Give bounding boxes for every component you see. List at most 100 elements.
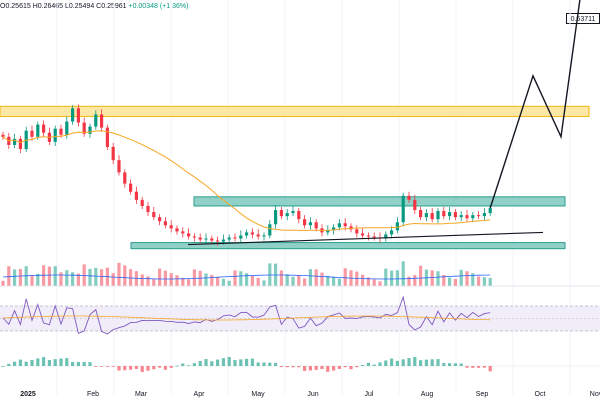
volume-bar xyxy=(146,276,150,286)
macd-bar xyxy=(395,360,399,366)
macd-bar xyxy=(105,366,109,367)
candle-body xyxy=(76,108,80,123)
macd-bar xyxy=(59,358,63,366)
macd-bar xyxy=(337,366,341,369)
candle-body xyxy=(465,215,469,219)
macd-bar xyxy=(13,361,17,366)
ohlc-high: H0.26465 xyxy=(32,3,64,10)
macd-bar xyxy=(30,359,34,366)
volume-ma-line xyxy=(2,274,491,280)
macd-bar xyxy=(256,362,260,366)
candle-body xyxy=(216,240,220,242)
volume-bar xyxy=(419,265,423,286)
macd-bar xyxy=(343,366,347,368)
volume-bar xyxy=(187,279,191,286)
volume-bar xyxy=(65,270,69,286)
candle-body xyxy=(332,227,336,231)
volume-bar xyxy=(332,277,336,286)
candle-body xyxy=(482,213,486,217)
candle-body xyxy=(390,230,394,235)
volume-bar xyxy=(442,275,446,286)
macd-bar xyxy=(448,363,452,366)
ohlc-open: O0.25615 xyxy=(0,3,31,10)
candle-body xyxy=(18,138,22,150)
macd-bar xyxy=(187,365,191,367)
volume-bar xyxy=(459,269,463,286)
candle-body xyxy=(453,212,457,218)
ohlc-change: +0.00348 (+1.36%) xyxy=(128,3,189,10)
macd-bar xyxy=(221,358,225,366)
volume-bar xyxy=(71,272,75,286)
macd-bar xyxy=(7,363,11,366)
macd-bar xyxy=(94,366,98,367)
macd-bar xyxy=(250,358,254,366)
macd-bar xyxy=(482,366,486,368)
macd-bar xyxy=(442,363,446,366)
candle-body xyxy=(1,134,5,137)
rsi-ma-line xyxy=(2,315,491,321)
volume-bar xyxy=(204,273,208,286)
macd-bar xyxy=(297,366,301,368)
x-tick-label: Nov xyxy=(590,391,600,398)
volume-bar xyxy=(413,275,417,286)
candle-body xyxy=(250,232,254,235)
volume-bar xyxy=(227,280,231,286)
candle-body xyxy=(442,211,446,217)
volume-bar xyxy=(390,270,394,286)
volume-bar xyxy=(372,279,376,286)
candle-body xyxy=(100,114,104,128)
candle-body xyxy=(419,210,423,218)
volume-bar xyxy=(465,271,469,286)
x-tick-label: Aug xyxy=(421,391,434,398)
candle-body xyxy=(210,238,214,241)
macd-bar xyxy=(303,366,307,371)
volume-bar xyxy=(395,270,399,286)
volume-bar xyxy=(297,275,301,286)
macd-bar xyxy=(378,362,382,366)
candle-body xyxy=(42,124,46,133)
macd-bar xyxy=(372,364,376,366)
resistance-zone xyxy=(0,105,590,117)
projection-path xyxy=(489,0,581,209)
macd-bar xyxy=(163,366,167,370)
volume-bar xyxy=(7,266,11,286)
macd-bar xyxy=(140,366,144,372)
candle-body xyxy=(117,160,121,173)
x-tick-label: Jun xyxy=(307,391,318,398)
candle-body xyxy=(384,234,388,239)
volume-bar xyxy=(285,274,289,286)
volume-bar xyxy=(482,277,486,286)
volume-bar xyxy=(337,278,341,286)
macd-bar xyxy=(430,359,434,366)
volume-bar xyxy=(471,273,475,286)
candle-body xyxy=(459,215,463,218)
candle-body xyxy=(395,222,399,231)
volume-bar xyxy=(1,280,5,286)
volume-bar xyxy=(123,265,127,286)
macd-bar xyxy=(181,363,185,366)
candle-body xyxy=(361,233,365,236)
volume-bar xyxy=(152,279,156,286)
moving-average-line xyxy=(2,130,491,232)
volume-bar xyxy=(47,266,51,286)
macd-bar xyxy=(204,359,208,366)
volume-bar xyxy=(401,261,405,286)
candle-body xyxy=(274,210,278,225)
candle-body xyxy=(256,234,260,237)
volume-bar xyxy=(158,268,162,286)
macd-bar xyxy=(192,363,196,366)
macd-bar xyxy=(71,361,75,366)
x-tick-label: Jul xyxy=(365,391,374,398)
candle-body xyxy=(134,191,138,200)
volume-bar xyxy=(233,270,237,286)
candle-body xyxy=(407,195,411,200)
candle-body xyxy=(477,215,481,217)
candle-body xyxy=(71,108,75,122)
volume-bar xyxy=(140,274,144,286)
macd-bar xyxy=(123,366,127,371)
candle-body xyxy=(158,217,162,222)
macd-bar xyxy=(413,357,417,366)
candle-body xyxy=(413,199,417,211)
